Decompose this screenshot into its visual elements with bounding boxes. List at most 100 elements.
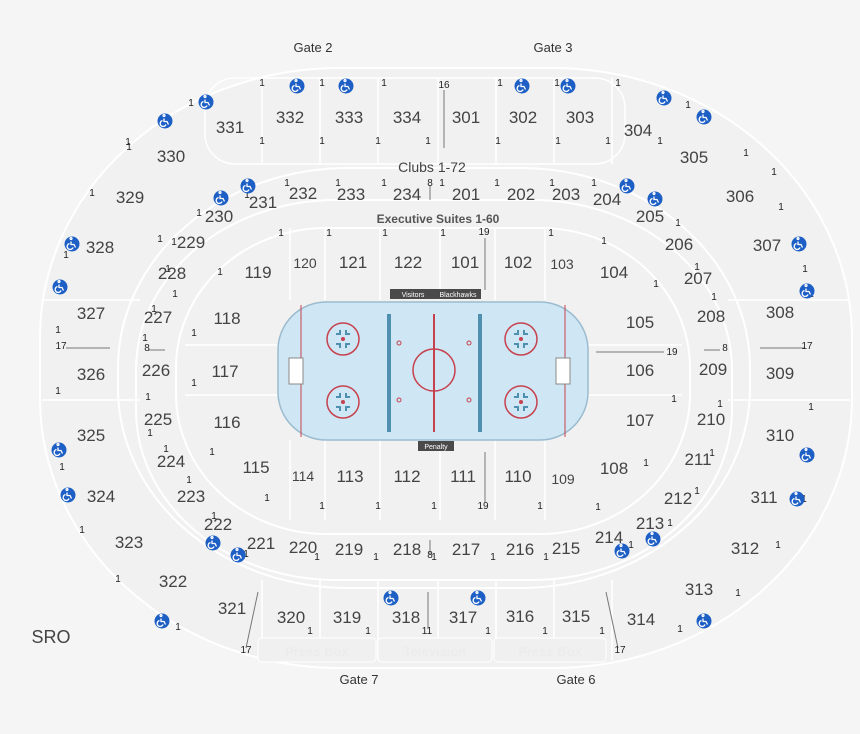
section-203[interactable]: 203 [552,185,580,204]
section-106[interactable]: 106 [626,361,654,380]
section-117[interactable]: 117 [211,362,238,381]
section-220[interactable]: 220 [289,538,317,557]
center-circle [412,348,456,392]
section-214[interactable]: 214 [595,528,623,547]
section-120[interactable]: 120 [293,255,317,271]
section-304[interactable]: 304 [624,121,652,140]
section-306[interactable]: 306 [726,187,754,206]
section-121[interactable]: 121 [339,253,367,272]
section-119[interactable]: 119 [244,263,271,282]
section-216[interactable]: 216 [506,540,534,559]
section-112[interactable]: 112 [393,467,420,486]
section-312[interactable]: 312 [731,539,759,558]
section-114[interactable]: 114 [292,468,315,484]
section-118[interactable]: 118 [213,309,240,328]
faceoff-circle [326,322,360,356]
section-313[interactable]: 313 [685,580,713,599]
television-label: Television [404,644,467,659]
section-327[interactable]: 327 [77,304,105,323]
section-231[interactable]: 231 [249,193,277,212]
section-109[interactable]: 109 [551,471,575,487]
section-202[interactable]: 202 [507,185,535,204]
row-marker: 17 [614,645,626,656]
section-205[interactable]: 205 [636,207,664,226]
section-314[interactable]: 314 [627,610,655,629]
section-310[interactable]: 310 [766,426,794,445]
section-206[interactable]: 206 [665,235,693,254]
section-101[interactable]: 101 [451,253,479,272]
section-328[interactable]: 328 [86,238,114,257]
section-332[interactable]: 332 [276,108,304,127]
section-111[interactable]: 111 [450,467,476,486]
section-102[interactable]: 102 [504,253,532,272]
section-305[interactable]: 305 [680,148,708,167]
section-104[interactable]: 104 [600,263,628,282]
section-204[interactable]: 204 [593,190,621,209]
section-318[interactable]: 318 [392,608,420,627]
section-303[interactable]: 303 [566,108,594,127]
section-229[interactable]: 229 [177,233,205,252]
section-108[interactable]: 108 [600,459,628,478]
section-211[interactable]: 211 [684,450,711,469]
section-330[interactable]: 330 [157,147,185,166]
section-201[interactable]: 201 [452,185,480,204]
section-207[interactable]: 207 [684,269,712,288]
section-116[interactable]: 116 [213,413,240,432]
section-212[interactable]: 212 [664,489,692,508]
section-225[interactable]: 225 [144,410,172,429]
section-315[interactable]: 315 [562,607,590,626]
section-320[interactable]: 320 [277,608,305,627]
section-319[interactable]: 319 [333,608,361,627]
section-103[interactable]: 103 [550,256,574,272]
section-334[interactable]: 334 [393,108,421,127]
section-218[interactable]: 218 [393,540,421,559]
row-marker: 1 [677,624,683,635]
section-105[interactable]: 105 [626,313,654,332]
section-226[interactable]: 226 [142,361,170,380]
section-324[interactable]: 324 [87,487,115,506]
section-222[interactable]: 222 [204,515,232,534]
section-326[interactable]: 326 [77,365,105,384]
section-213[interactable]: 213 [636,514,664,533]
section-113[interactable]: 113 [336,467,363,486]
section-210[interactable]: 210 [697,410,725,429]
section-333[interactable]: 333 [335,108,363,127]
section-115[interactable]: 115 [242,458,269,477]
section-217[interactable]: 217 [452,540,480,559]
section-311[interactable]: 311 [750,488,777,507]
section-230[interactable]: 230 [205,207,233,226]
row-marker: 1 [591,178,597,189]
section-208[interactable]: 208 [697,307,725,326]
section-308[interactable]: 308 [766,303,794,322]
row-marker: 1 [171,237,177,248]
section-325[interactable]: 325 [77,426,105,445]
section-110[interactable]: 110 [504,467,531,486]
section-323[interactable]: 323 [115,533,143,552]
section-307[interactable]: 307 [753,236,781,255]
section-219[interactable]: 219 [335,540,363,559]
section-317[interactable]: 317 [449,608,477,627]
section-302[interactable]: 302 [509,108,537,127]
section-224[interactable]: 224 [157,452,185,471]
section-221[interactable]: 221 [247,534,275,553]
section-223[interactable]: 223 [177,487,205,506]
section-215[interactable]: 215 [552,539,580,558]
section-321[interactable]: 321 [218,599,246,618]
section-234[interactable]: 234 [393,185,421,204]
section-322[interactable]: 322 [159,572,187,591]
section-209[interactable]: 209 [699,360,727,379]
section-316[interactable]: 316 [506,607,534,626]
section-107[interactable]: 107 [626,411,654,430]
section-331[interactable]: 331 [216,118,244,137]
club-level-outline [117,167,751,589]
section-329[interactable]: 329 [116,188,144,207]
section-122[interactable]: 122 [394,253,422,272]
section-227[interactable]: 227 [144,308,172,327]
section-309[interactable]: 309 [766,364,794,383]
section-228[interactable]: 228 [158,264,186,283]
section-301[interactable]: 301 [452,108,480,127]
accessibility-icon [51,442,67,458]
section-232[interactable]: 232 [289,184,317,203]
section-233[interactable]: 233 [337,185,365,204]
